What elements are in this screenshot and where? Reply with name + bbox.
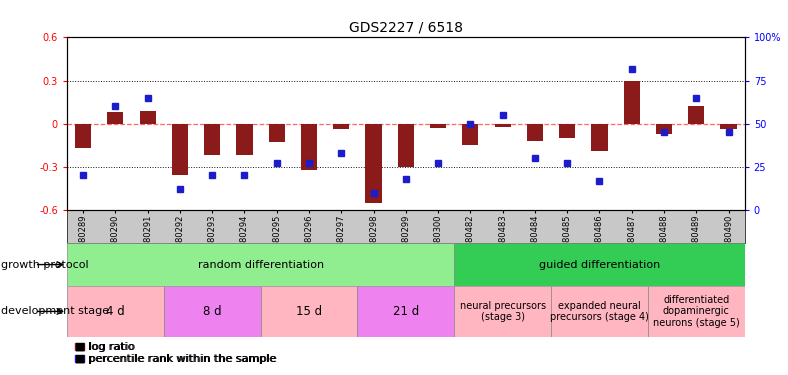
Bar <box>366 124 381 203</box>
Bar <box>67 286 164 337</box>
Bar <box>454 286 551 337</box>
Text: ■ log ratio: ■ log ratio <box>75 342 135 352</box>
Bar <box>67 243 454 286</box>
Text: guided differentiation: guided differentiation <box>539 260 660 270</box>
Text: growth protocol: growth protocol <box>1 260 88 270</box>
Bar <box>688 106 704 124</box>
Bar <box>495 124 511 127</box>
Bar <box>172 124 188 176</box>
Bar <box>551 286 648 337</box>
Bar <box>301 124 317 170</box>
Text: random differentiation: random differentiation <box>198 260 324 270</box>
Text: 8 d: 8 d <box>203 305 221 318</box>
Title: GDS2227 / 6518: GDS2227 / 6518 <box>349 21 463 35</box>
Bar <box>720 124 737 129</box>
Bar <box>236 124 252 155</box>
Bar <box>430 124 446 128</box>
Text: 4 d: 4 d <box>106 305 125 318</box>
Bar <box>204 124 221 155</box>
Text: ■ percentile rank within the sample: ■ percentile rank within the sample <box>75 354 277 364</box>
Text: neural precursors
(stage 3): neural precursors (stage 3) <box>459 301 546 322</box>
Bar <box>591 124 608 151</box>
Bar <box>333 124 349 129</box>
Bar <box>648 286 745 337</box>
Bar <box>358 286 454 337</box>
Bar <box>398 124 414 167</box>
Text: log ratio: log ratio <box>88 342 135 352</box>
Text: 15 d: 15 d <box>296 305 322 318</box>
Bar <box>139 111 156 124</box>
Bar <box>527 124 543 141</box>
Text: differentiated
dopaminergic
neurons (stage 5): differentiated dopaminergic neurons (sta… <box>653 295 740 328</box>
Text: percentile rank within the sample: percentile rank within the sample <box>88 354 276 364</box>
Text: 21 d: 21 d <box>392 305 419 318</box>
Bar <box>164 286 261 337</box>
Bar <box>559 124 575 138</box>
Text: development stage: development stage <box>1 306 109 316</box>
Bar <box>623 81 640 124</box>
Bar <box>75 124 91 148</box>
Bar <box>463 124 478 145</box>
Bar <box>107 112 124 124</box>
Text: expanded neural
precursors (stage 4): expanded neural precursors (stage 4) <box>550 301 649 322</box>
Bar <box>656 124 672 134</box>
Bar <box>261 286 358 337</box>
Bar <box>454 243 745 286</box>
Bar <box>269 124 284 142</box>
